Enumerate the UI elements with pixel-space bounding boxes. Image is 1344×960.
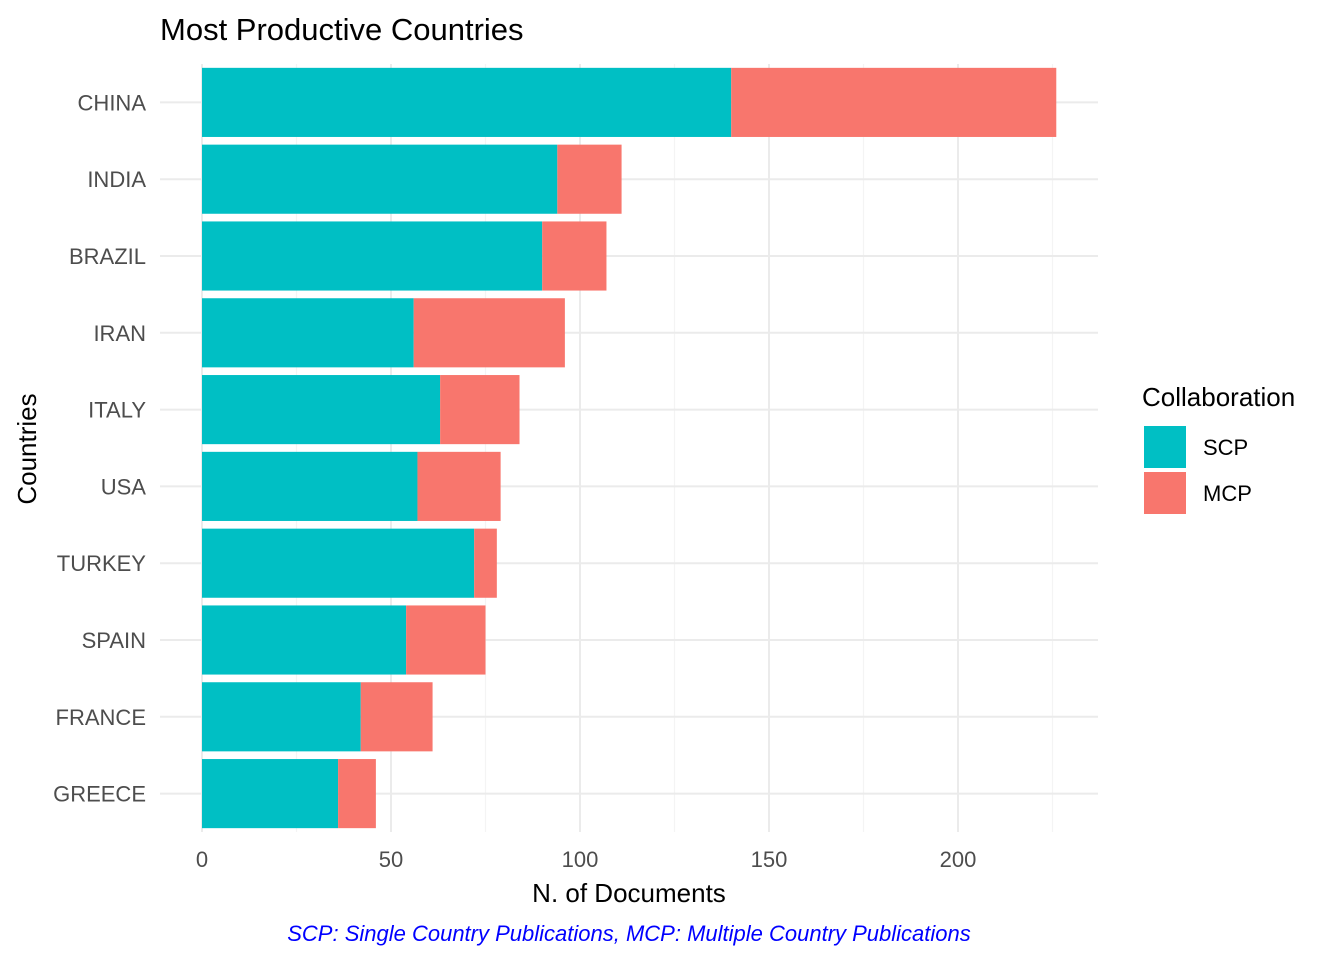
bar-scp-china bbox=[202, 67, 732, 137]
bar-scp-turkey bbox=[202, 528, 475, 598]
y-tick-label: CHINA bbox=[78, 90, 147, 115]
bar-scp-spain bbox=[202, 605, 407, 675]
bar-mcp-greece bbox=[338, 759, 376, 829]
chart-title: Most Productive Countries bbox=[160, 12, 524, 47]
bar-mcp-italy bbox=[440, 375, 520, 445]
x-axis-ticks: 0 50 100 150 200 bbox=[196, 847, 976, 872]
legend-label-mcp: MCP bbox=[1203, 481, 1252, 506]
x-tick-label: 150 bbox=[751, 847, 788, 872]
bar-scp-greece bbox=[202, 759, 339, 829]
bar-mcp-usa bbox=[417, 451, 501, 521]
legend-key-scp bbox=[1144, 426, 1186, 468]
bar-mcp-spain bbox=[406, 605, 486, 675]
y-tick-label: BRAZIL bbox=[69, 244, 146, 269]
y-tick-label: INDIA bbox=[87, 167, 146, 192]
legend: Collaboration SCP MCP bbox=[1142, 382, 1295, 514]
y-tick-label: FRANCE bbox=[56, 705, 146, 730]
x-tick-label: 200 bbox=[940, 847, 977, 872]
bar-mcp-france bbox=[360, 682, 433, 752]
bar-mcp-china bbox=[731, 67, 1057, 137]
y-tick-label: USA bbox=[101, 474, 147, 499]
bar-scp-brazil bbox=[202, 221, 543, 291]
bar-mcp-turkey bbox=[474, 528, 497, 598]
bar-scp-india bbox=[202, 144, 558, 214]
y-tick-label: ITALY bbox=[88, 398, 146, 423]
bar-scp-usa bbox=[202, 451, 418, 521]
y-tick-label: TURKEY bbox=[57, 551, 147, 576]
y-tick-label: GREECE bbox=[53, 782, 146, 807]
bar-mcp-india bbox=[557, 144, 622, 214]
bars bbox=[202, 67, 1057, 829]
y-axis-label: Countries bbox=[12, 393, 42, 504]
bar-scp-italy bbox=[202, 375, 441, 445]
x-tick-label: 0 bbox=[196, 847, 208, 872]
x-tick-label: 100 bbox=[562, 847, 599, 872]
bar-mcp-iran bbox=[413, 298, 565, 368]
y-tick-label: SPAIN bbox=[82, 628, 146, 653]
legend-title: Collaboration bbox=[1142, 382, 1295, 412]
chart-caption: SCP: Single Country Publications, MCP: M… bbox=[287, 921, 971, 946]
bar-scp-france bbox=[202, 682, 361, 752]
x-tick-label: 50 bbox=[379, 847, 403, 872]
y-axis-ticks: CHINA INDIA BRAZIL IRAN ITALY USA TURKEY SPAIN F… bbox=[53, 90, 146, 806]
legend-label-scp: SCP bbox=[1203, 435, 1248, 460]
bar-scp-iran bbox=[202, 298, 414, 368]
legend-key-mcp bbox=[1144, 472, 1186, 514]
y-tick-label: IRAN bbox=[93, 321, 146, 346]
bar-mcp-brazil bbox=[542, 221, 607, 291]
x-axis-label: N. of Documents bbox=[532, 878, 726, 908]
